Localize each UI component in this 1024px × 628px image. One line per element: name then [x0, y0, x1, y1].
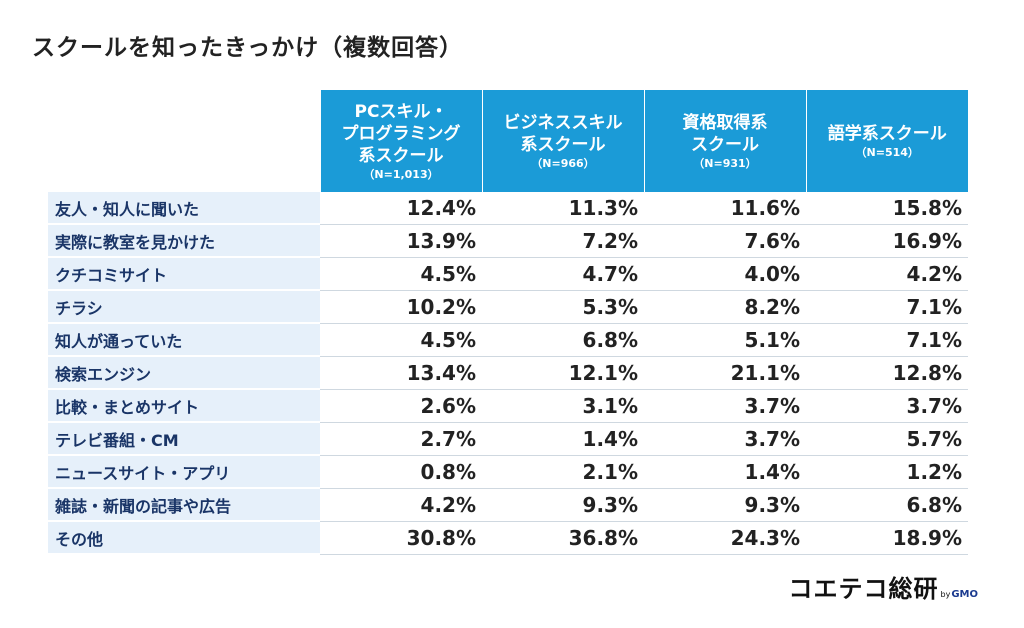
table-cell-value: 3.7% [644, 422, 806, 456]
table-cell-value: 4.2% [806, 257, 968, 291]
table-cell-value: 2.7% [320, 422, 482, 456]
table-cell-value: 1.2% [806, 455, 968, 489]
table-cell-value: 10.2% [320, 290, 482, 324]
brand-logo: コエテコ総研 by GMO [789, 569, 978, 604]
column-header-0: PCスキル・ プログラミング 系スクール （N=1,013） [319, 90, 482, 192]
table-row: テレビ番組・CM 2.7% 1.4% 3.7% 5.7% [48, 422, 968, 456]
row-label: 知人が通っていた [48, 323, 320, 357]
table-cell-value: 9.3% [644, 488, 806, 522]
table-cell-value: 15.8% [806, 192, 968, 225]
column-header-sample-size: （N=966） [531, 156, 595, 170]
table-row: ニュースサイト・アプリ 0.8% 2.1% 1.4% 1.2% [48, 455, 968, 489]
table-row: チラシ 10.2% 5.3% 8.2% 7.1% [48, 290, 968, 324]
table-row: 検索エンジン 13.4% 12.1% 21.1% 12.8% [48, 356, 968, 390]
brand-company: GMO [951, 589, 978, 600]
table-row: クチコミサイト 4.5% 4.7% 4.0% 4.2% [48, 257, 968, 291]
table-cell-value: 6.8% [806, 488, 968, 522]
table-cell-value: 18.9% [806, 521, 968, 555]
table-cell-value: 7.1% [806, 323, 968, 357]
column-header-sample-size: （N=514） [855, 145, 919, 159]
table-cell-value: 11.6% [644, 192, 806, 225]
table-cell-value: 24.3% [644, 521, 806, 555]
table-cell-value: 6.8% [482, 323, 644, 357]
table-cell-value: 13.9% [320, 224, 482, 258]
column-header-sample-size: （N=931） [693, 156, 757, 170]
table-cell-value: 4.2% [320, 488, 482, 522]
table-cell-value: 5.3% [482, 290, 644, 324]
table-cell-value: 12.1% [482, 356, 644, 390]
column-header-sample-size: （N=1,013） [363, 167, 439, 181]
table-row: その他 30.8% 36.8% 24.3% 18.9% [48, 521, 968, 555]
row-label: チラシ [48, 290, 320, 324]
table-cell-value: 3.7% [644, 389, 806, 423]
column-header-2: 資格取得系 スクール （N=931） [643, 90, 806, 192]
table-cell-value: 5.1% [644, 323, 806, 357]
table-cell-value: 11.3% [482, 192, 644, 225]
table-cell-value: 16.9% [806, 224, 968, 258]
column-header-label: PCスキル・ プログラミング 系スクール [341, 101, 461, 166]
table-cell-value: 7.2% [482, 224, 644, 258]
column-header-label: 資格取得系 スクール [682, 112, 768, 155]
table-cell-value: 5.7% [806, 422, 968, 456]
table-cell-value: 7.1% [806, 290, 968, 324]
column-header-3: 語学系スクール （N=514） [805, 90, 968, 192]
table-row: 友人・知人に聞いた 12.4% 11.3% 11.6% 15.8% [48, 192, 968, 225]
table-cell-value: 2.6% [320, 389, 482, 423]
table-cell-value: 4.0% [644, 257, 806, 291]
table-cell-value: 36.8% [482, 521, 644, 555]
row-label: ニュースサイト・アプリ [48, 455, 320, 489]
row-label: その他 [48, 521, 320, 555]
results-table: PCスキル・ プログラミング 系スクール （N=1,013） ビジネススキル 系スク… [48, 90, 968, 555]
table-cell-value: 1.4% [644, 455, 806, 489]
table-cell-value: 3.1% [482, 389, 644, 423]
table-cell-value: 4.7% [482, 257, 644, 291]
table-cell-value: 13.4% [320, 356, 482, 390]
header-row: PCスキル・ プログラミング 系スクール （N=1,013） ビジネススキル 系スク… [48, 90, 968, 192]
table-row: 比較・まとめサイト 2.6% 3.1% 3.7% 3.7% [48, 389, 968, 423]
table-cell-value: 7.6% [644, 224, 806, 258]
column-header-label: 語学系スクール [827, 123, 947, 144]
table-cell-value: 21.1% [644, 356, 806, 390]
column-header-label: ビジネススキル 系スクール [503, 112, 623, 155]
table-row: 雑誌・新聞の記事や広告 4.2% 9.3% 9.3% 6.8% [48, 488, 968, 522]
table-cell-value: 3.7% [806, 389, 968, 423]
table-cell-value: 4.5% [320, 257, 482, 291]
table-row: 実際に教室を見かけた 13.9% 7.2% 7.6% 16.9% [48, 224, 968, 258]
brand-name: コエテコ総研 [788, 575, 939, 603]
table-cell-value: 30.8% [320, 521, 482, 555]
table-cell-value: 8.2% [644, 290, 806, 324]
row-label: テレビ番組・CM [48, 422, 320, 456]
row-label: 友人・知人に聞いた [48, 192, 320, 225]
table-cell-value: 9.3% [482, 488, 644, 522]
brand-by: by [940, 590, 951, 599]
page-title: スクールを知ったきっかけ（複数回答） [32, 35, 464, 61]
header-corner [48, 90, 320, 192]
row-label: 検索エンジン [48, 356, 320, 390]
row-label: 比較・まとめサイト [48, 389, 320, 423]
table-row: 知人が通っていた 4.5% 6.8% 5.1% 7.1% [48, 323, 968, 357]
table-cell-value: 12.4% [320, 192, 482, 225]
row-label: 実際に教室を見かけた [48, 224, 320, 258]
table-cell-value: 12.8% [806, 356, 968, 390]
table-cell-value: 1.4% [482, 422, 644, 456]
table-body: 友人・知人に聞いた 12.4% 11.3% 11.6% 15.8% 実際に教室を見かけた 1… [48, 192, 968, 555]
table-cell-value: 4.5% [320, 323, 482, 357]
table-cell-value: 0.8% [320, 455, 482, 489]
row-label: クチコミサイト [48, 257, 320, 291]
table-cell-value: 2.1% [482, 455, 644, 489]
column-header-1: ビジネススキル 系スクール （N=966） [481, 90, 644, 192]
row-label: 雑誌・新聞の記事や広告 [48, 488, 320, 522]
